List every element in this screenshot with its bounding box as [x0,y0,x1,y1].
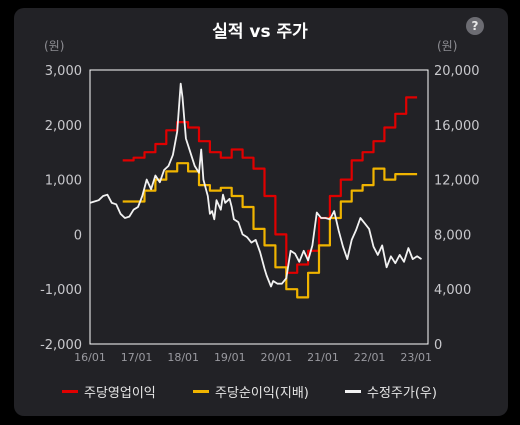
right-tick-label: 20,000 [434,64,480,79]
series-line-2 [122,162,418,299]
right-tick-label: 0 [434,338,442,353]
legend-label: 주당영업이익 [84,385,156,401]
x-tick-label: 22/01 [354,351,386,364]
x-tick-label: 19/01 [214,351,246,364]
series-line-1 [122,96,418,274]
right-tick-label: 12,000 [434,174,480,189]
x-tick-label: 20/01 [261,351,293,364]
legend-item-net-eps: 주당순이익(지배) [193,381,309,401]
right-axis-unit: (원) [437,39,458,53]
legend-label: 주당순이익(지배) [215,385,309,401]
x-tick-label: 21/01 [307,351,339,364]
chart-card [14,8,508,416]
left-tick-label: 1,000 [45,174,82,189]
chart-marks [89,82,422,299]
left-tick-label: 3,000 [45,64,82,79]
left-tick-label: -1,000 [40,283,82,298]
left-axis-unit: (원) [44,39,65,53]
legend-swatch-yellow [193,389,209,393]
left-tick-label: 0 [74,228,82,243]
legend-label: 수정주가(우) [367,385,437,401]
x-tick-label: 18/01 [167,351,199,364]
series-line-3 [89,82,422,288]
plot-frame [89,69,429,345]
left-tick-label: -2,000 [40,338,82,353]
x-tick-label: 23/01 [400,351,432,364]
chart-title: 실적 vs 주가 [212,22,308,42]
left-tick-label: 2,000 [45,119,82,134]
x-tick-label: 17/01 [121,351,153,364]
legend-item-operating-eps: 주당영업이익 [62,381,156,401]
right-tick-label: 16,000 [434,119,480,134]
legend-swatch-white [345,389,361,393]
right-tick-label: 8,000 [434,228,471,243]
legend-item-adjusted-price: 수정주가(우) [345,381,437,401]
x-tick-label: 16/01 [74,351,106,364]
help-icon[interactable]: ? [466,17,484,35]
right-tick-label: 4,000 [434,283,471,298]
legend-swatch-red [62,389,78,393]
chart-ticks: 3,000 2,000 1,000 0 -1,000 -2,000 20,000 16,000… [40,64,479,364]
